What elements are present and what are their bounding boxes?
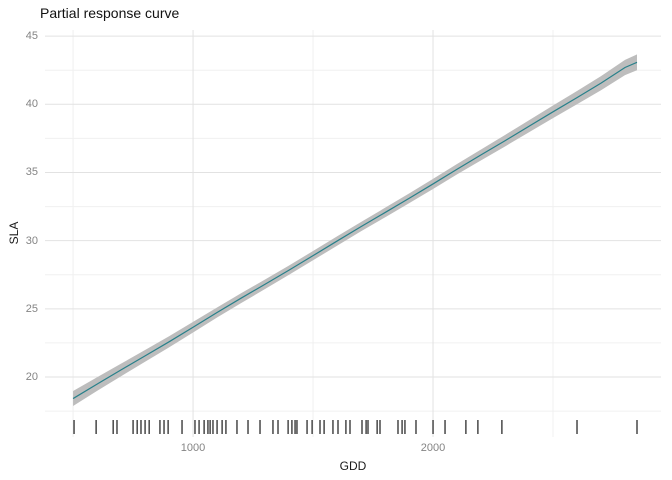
plot-title: Partial response curve	[40, 5, 180, 21]
x-axis-label: GDD	[339, 459, 367, 473]
response-line	[72, 61, 638, 400]
